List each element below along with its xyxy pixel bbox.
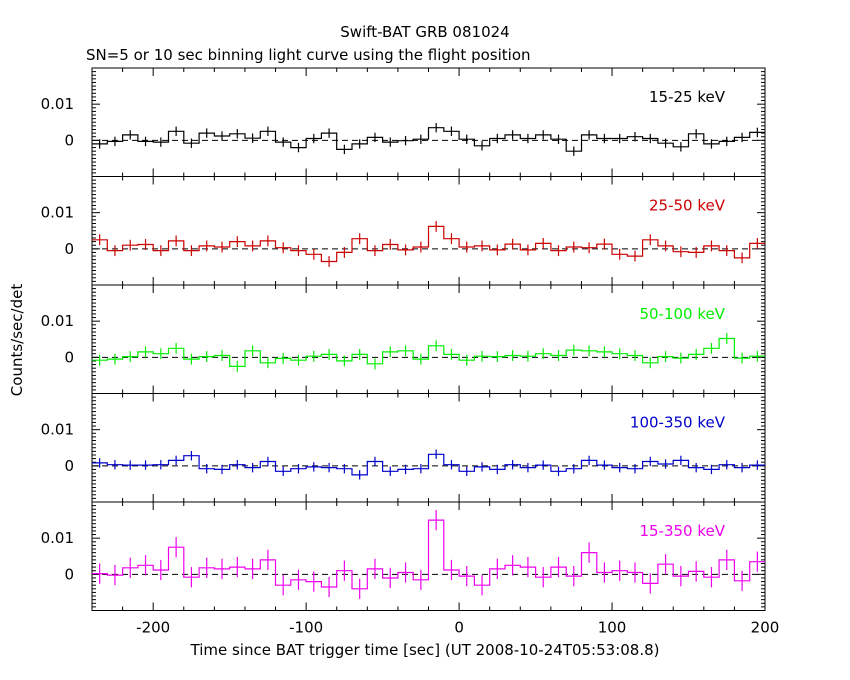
series-label: 50-100 keV — [639, 305, 725, 323]
light-curve — [92, 225, 765, 263]
y-tick-label: 0 — [64, 131, 74, 149]
y-tick-label: 0 — [64, 240, 74, 258]
series-label: 15-350 keV — [639, 522, 725, 540]
x-tick-label: 200 — [751, 619, 780, 637]
y-tick-label: 0.01 — [41, 204, 74, 222]
y-tick-label: 0 — [64, 457, 74, 475]
panel-5: 0 0.01 15-350 keV -200 -100 0 100 200 — [41, 501, 780, 637]
panel-frame — [91, 393, 766, 503]
y-tick-label: 0.01 — [41, 95, 74, 113]
chart-subtitle: SN=5 or 10 sec binning light curve using… — [86, 46, 531, 64]
x-axis-label: Time since BAT trigger time [sec] (UT 20… — [190, 641, 660, 659]
panel-frame — [91, 284, 766, 394]
x-tick-label: -200 — [136, 619, 170, 637]
panel-3: 0 0.01 50-100 keV — [41, 284, 766, 394]
panel-2: 0 0.01 25-50 keV — [41, 176, 766, 286]
y-tick-label: 0.01 — [41, 529, 74, 547]
light-curve — [92, 127, 765, 152]
y-tick-label: 0.01 — [41, 421, 74, 439]
y-tick-label: 0.01 — [41, 312, 74, 330]
y-tick-label: 0 — [64, 565, 74, 583]
series-label: 15-25 keV — [649, 88, 726, 106]
light-curve — [92, 337, 765, 367]
y-axis-label: Counts/sec/det — [8, 284, 26, 397]
panel-1: 0 0.01 15-25 keV — [41, 67, 766, 177]
x-tick-label: -100 — [289, 619, 323, 637]
x-tick-label: 100 — [598, 619, 627, 637]
series-label: 25-50 keV — [649, 197, 726, 215]
panel-4: 0 0.01 100-350 keV — [41, 393, 766, 503]
chart-title: Swift-BAT GRB 081024 — [340, 23, 509, 41]
series-label: 100-350 keV — [630, 414, 726, 432]
x-tick-label: 0 — [454, 619, 464, 637]
light-curve — [92, 453, 765, 476]
y-tick-label: 0 — [64, 348, 74, 366]
panel-frame — [91, 67, 766, 177]
